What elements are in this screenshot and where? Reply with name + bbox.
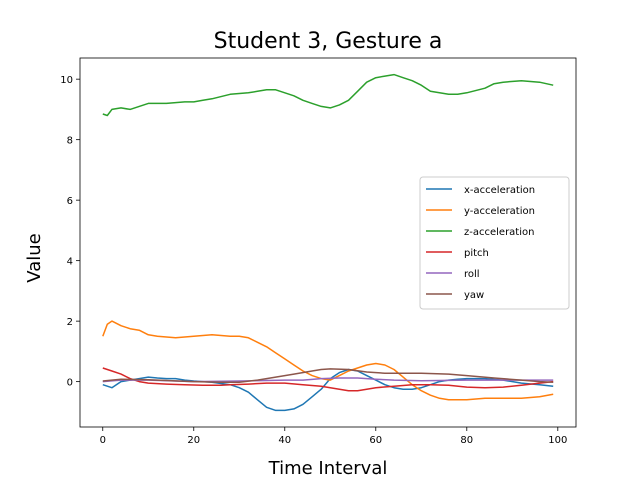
x-axis-label: Time Interval — [268, 458, 388, 479]
y-tick-label: 6 — [67, 196, 73, 207]
legend-box — [419, 176, 570, 310]
series-line-yaw — [102, 368, 554, 383]
y-tick-label: 10 — [60, 75, 73, 86]
plot-area: 0 20 40 60 80 100 0 2 4 6 8 10 — [60, 57, 577, 446]
y-tick-label: 2 — [67, 317, 73, 328]
y-tick-label: 8 — [67, 136, 73, 147]
legend-label-z-acceleration: z-acceleration — [464, 227, 534, 238]
legend-label-roll: roll — [464, 269, 480, 280]
axes-frame — [79, 57, 577, 428]
y-tick-label: 0 — [67, 378, 73, 389]
legend-label-pitch: pitch — [464, 248, 489, 259]
series-line-z-acceleration — [102, 73, 554, 117]
legend: x-acceleration y-acceleration z-accelerati… — [419, 176, 570, 310]
series-line-pitch — [102, 367, 554, 392]
legend-label-y-acceleration: y-acceleration — [464, 206, 535, 217]
y-tick-label: 4 — [67, 257, 73, 268]
series-line-y-acceleration — [102, 320, 554, 401]
x-tick-label: 0 — [100, 435, 106, 446]
legend-label-yaw: yaw — [464, 290, 484, 301]
x-tick-label: 20 — [187, 435, 200, 446]
x-tick-label: 60 — [369, 435, 382, 446]
x-tick-label: 100 — [548, 435, 567, 446]
x-tick-label: 40 — [278, 435, 291, 446]
y-axis-label: Value — [24, 233, 45, 282]
legend-label-x-acceleration: x-acceleration — [464, 185, 535, 196]
chart-title: Student 3, Gesture a — [214, 29, 443, 54]
x-tick-label: 80 — [460, 435, 473, 446]
